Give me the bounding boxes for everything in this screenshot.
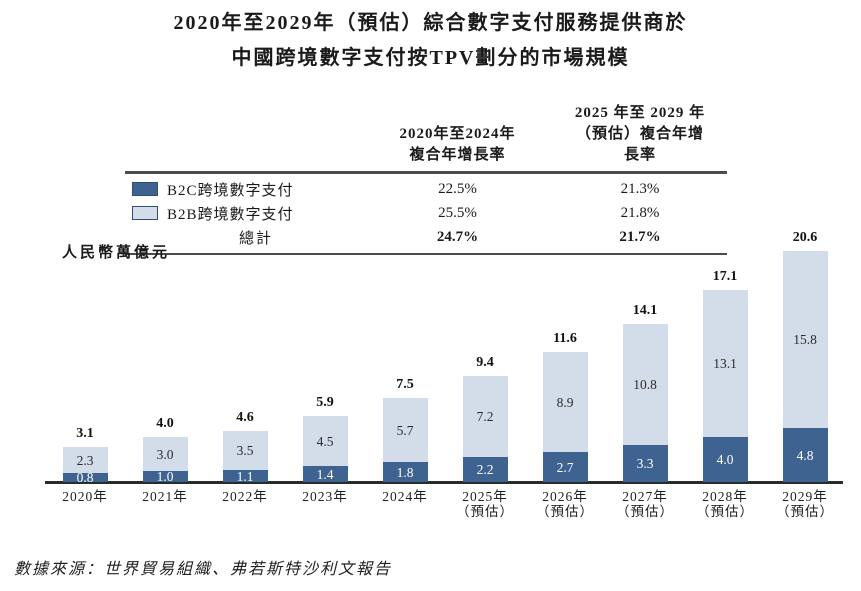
total-value-label: 11.6 xyxy=(553,331,577,346)
bar-group-2028年: 17.1 13.1 4.0 2028年 （預估） xyxy=(696,0,753,591)
b2c-value-label: 1.8 xyxy=(396,464,414,480)
b2b-series-label: B2B跨境數字支付 xyxy=(167,206,294,223)
x-tick-label: 2020年 xyxy=(62,489,108,504)
b2c-value-label: 1.0 xyxy=(156,469,174,484)
total-value-label: 14.1 xyxy=(632,303,658,318)
x-tick-label: 2023年 xyxy=(302,489,348,504)
b2c-segment: 4.8 xyxy=(782,428,828,482)
b2c-series-label: B2C跨境數字支付 xyxy=(167,182,294,199)
table-row-b2c: B2C跨境數字支付 22.5% 21.3% xyxy=(125,177,727,201)
b2b-value-label: 3.5 xyxy=(236,443,254,458)
b2b-value-label: 15.8 xyxy=(793,332,817,347)
total-value-label: 20.6 xyxy=(792,230,818,245)
b2b-value-label: 7.2 xyxy=(476,409,494,424)
cagr-table-body: B2C跨境數字支付 22.5% 21.3% B2B跨境數字支付 25.5% 21… xyxy=(125,174,727,255)
b2c-segment: 0.8 xyxy=(62,470,108,485)
total-value-label: 17.1 xyxy=(712,269,738,284)
total-cagr-2020-2024: 24.7% xyxy=(436,228,479,245)
bar-group-2027年: 14.1 10.8 3.3 2027年 （預估） xyxy=(616,0,673,591)
bar-group-2023年: 5.9 4.5 1.4 2023年 xyxy=(302,0,348,591)
b2b-value-label: 13.1 xyxy=(713,356,737,371)
bar-group-2022年: 4.6 3.5 1.1 2022年 xyxy=(222,0,268,591)
b2b-segment: 3.5 xyxy=(222,431,268,470)
b2c-segment: 1.0 xyxy=(142,469,188,484)
b2b-segment: 13.1 xyxy=(702,290,748,437)
b2b-legend-swatch xyxy=(132,206,158,220)
chart-title-line-2: 中國跨境數字支付按TPV劃分的市場規模 xyxy=(231,47,630,69)
b2c-segment: 2.2 xyxy=(462,457,508,482)
b2b-cagr-2025-2029: 21.8% xyxy=(620,204,660,221)
x-tick-label: 2022年 xyxy=(222,489,268,504)
source-note: 數據來源：世界貿易組織、弗若斯特沙利文報告 xyxy=(14,561,393,578)
total-value-label: 4.6 xyxy=(236,410,254,425)
total-value-label: 5.9 xyxy=(316,395,334,410)
b2b-segment: 5.7 xyxy=(382,398,428,462)
b2b-segment: 4.5 xyxy=(302,416,348,466)
b2c-segment: 4.0 xyxy=(702,437,748,482)
b2c-value-label: 3.3 xyxy=(636,456,654,471)
cagr-table: 2020年至2024年 複合年增長率 2025 年至 2029 年 （預估）複合… xyxy=(125,103,727,255)
x-tick-label: 2029年 （預估） xyxy=(776,489,834,519)
b2c-value-label: 4.8 xyxy=(796,447,814,463)
bar-group-2026年: 11.6 8.9 2.7 2026年 （預估） xyxy=(536,0,593,591)
b2c-segment: 3.3 xyxy=(622,445,668,482)
x-tick-label: 2026年 （預估） xyxy=(536,489,594,519)
total-row-label: 總計 xyxy=(238,230,273,247)
b2b-value-label: 3.0 xyxy=(156,446,174,462)
x-tick-label: 2021年 xyxy=(142,489,188,504)
bar-group-2029年: 20.6 15.8 4.8 2029年 （預估） xyxy=(776,0,833,591)
b2b-segment: 7.2 xyxy=(462,376,508,457)
b2b-cagr-2020-2024: 25.5% xyxy=(438,204,477,221)
x-axis-line xyxy=(45,481,843,484)
x-tick-label: 2024年 xyxy=(382,489,428,504)
b2b-value-label: 4.5 xyxy=(316,433,334,449)
cagr-header-2025-2029: 2025 年至 2029 年 （預估）複合年增長率 xyxy=(574,105,706,163)
b2b-segment: 8.9 xyxy=(542,352,588,452)
table-row-total: 總計 24.7% 21.7% xyxy=(125,225,727,249)
total-value-label: 7.5 xyxy=(396,377,414,392)
b2c-segment: 1.1 xyxy=(222,468,268,484)
b2b-value-label: 8.9 xyxy=(556,394,574,410)
b2c-cagr-2025-2029: 21.3% xyxy=(620,180,660,197)
bar-group-2025年: 9.4 7.2 2.2 2025年 （預估） xyxy=(456,0,513,591)
b2c-legend-swatch xyxy=(132,182,158,196)
chart-title: 2020年至2029年（預估）綜合數字支付服務提供商於 中國跨境數字支付按TPV… xyxy=(0,6,861,76)
b2c-value-label: 0.8 xyxy=(76,470,94,485)
total-value-label: 9.4 xyxy=(476,355,494,370)
bar-group-2024年: 7.5 5.7 1.8 2024年 xyxy=(382,0,428,591)
b2c-segment: 2.7 xyxy=(542,452,588,482)
bar-group-2020年: 3.1 2.3 0.8 2020年 xyxy=(62,0,108,591)
table-row-b2b: B2B跨境數字支付 25.5% 21.8% xyxy=(125,201,727,225)
b2c-value-label: 1.1 xyxy=(236,468,254,484)
cagr-header-2020-2024: 2020年至2024年 複合年增長率 xyxy=(399,126,516,163)
b2c-value-label: 1.4 xyxy=(316,466,334,482)
b2b-segment: 10.8 xyxy=(622,324,668,445)
cagr-table-header: 2020年至2024年 複合年增長率 2025 年至 2029 年 （預估）複合… xyxy=(125,103,727,174)
total-value-label: 3.1 xyxy=(76,426,94,441)
b2b-segment: 15.8 xyxy=(782,251,828,428)
b2b-value-label: 5.7 xyxy=(396,422,414,438)
b2b-segment: 3.0 xyxy=(142,437,188,471)
bar-group-2021年: 4.0 3.0 1.0 2021年 xyxy=(142,0,188,591)
b2c-segment: 1.8 xyxy=(382,462,428,482)
b2b-segment: 2.3 xyxy=(62,447,108,473)
b2c-segment: 1.4 xyxy=(302,466,348,482)
b2c-value-label: 4.0 xyxy=(716,452,734,467)
total-value-label: 4.0 xyxy=(156,416,174,431)
y-axis-unit-label: 人民幣萬億元 xyxy=(62,245,171,261)
b2c-value-label: 2.2 xyxy=(476,462,494,477)
b2c-cagr-2020-2024: 22.5% xyxy=(438,180,477,197)
b2b-value-label: 10.8 xyxy=(633,377,657,392)
b2b-value-label: 2.3 xyxy=(76,452,94,468)
x-tick-label: 2025年 （預估） xyxy=(456,489,514,519)
x-tick-label: 2027年 （預估） xyxy=(616,489,674,519)
b2c-value-label: 2.7 xyxy=(556,459,574,475)
chart-title-line-1: 2020年至2029年（預估）綜合數字支付服務提供商於 xyxy=(173,12,688,34)
total-cagr-2025-2029: 21.7% xyxy=(619,228,661,245)
x-tick-label: 2028年 （預估） xyxy=(696,489,754,519)
